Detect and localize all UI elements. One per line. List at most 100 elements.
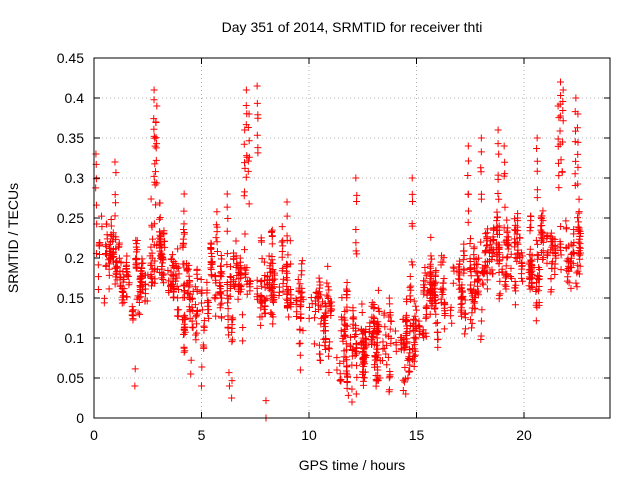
- data-point: [102, 241, 110, 249]
- data-point: [192, 331, 200, 339]
- data-point: [212, 291, 220, 299]
- data-point: [362, 343, 370, 351]
- data-point: [155, 234, 163, 242]
- data-point: [185, 303, 193, 311]
- data-point: [384, 354, 392, 362]
- data-point: [450, 264, 458, 272]
- data-point: [293, 297, 301, 305]
- data-point: [237, 274, 245, 282]
- data-point: [386, 325, 394, 333]
- data-point: [185, 283, 193, 291]
- data-point: [392, 341, 400, 349]
- data-point: [538, 222, 546, 230]
- data-point: [344, 373, 352, 381]
- data-point: [493, 223, 501, 231]
- data-point: [404, 356, 412, 364]
- data-point: [224, 215, 232, 223]
- data-point: [169, 272, 177, 280]
- data-point: [253, 99, 261, 107]
- data-point: [415, 322, 423, 330]
- data-point: [183, 264, 191, 272]
- data-point: [148, 273, 156, 281]
- data-point: [238, 311, 246, 319]
- plot-frame: [93, 57, 611, 419]
- data-point: [151, 142, 159, 150]
- data-point: [439, 284, 447, 292]
- data-point: [427, 294, 435, 302]
- data-point: [574, 138, 582, 146]
- data-point: [555, 172, 563, 180]
- data-point: [385, 386, 393, 394]
- data-point: [340, 328, 348, 336]
- data-point: [568, 264, 576, 272]
- data-point: [402, 332, 410, 340]
- data-point: [493, 217, 501, 225]
- data-point: [305, 314, 313, 322]
- data-point: [283, 269, 291, 277]
- data-point: [173, 274, 181, 282]
- data-point: [160, 227, 168, 235]
- data-point: [440, 325, 448, 333]
- data-point: [226, 272, 234, 280]
- data-point: [228, 324, 236, 332]
- data-point: [353, 250, 361, 258]
- data-point: [257, 321, 265, 329]
- data-point: [96, 251, 104, 259]
- data-point: [136, 310, 144, 318]
- data-point: [503, 216, 511, 224]
- data-point: [111, 212, 119, 220]
- data-point: [422, 313, 430, 321]
- data-point: [533, 186, 541, 194]
- data-point: [323, 291, 331, 299]
- data-point: [244, 157, 252, 165]
- x-axis-label: GPS time / hours: [299, 457, 406, 473]
- data-point: [150, 132, 158, 140]
- data-point: [408, 258, 416, 266]
- data-point: [532, 317, 540, 325]
- data-point: [316, 350, 324, 358]
- data-point: [283, 212, 291, 220]
- data-point: [512, 281, 520, 289]
- data-point: [426, 270, 434, 278]
- data-point: [401, 364, 409, 372]
- data-point: [403, 328, 411, 336]
- data-point: [297, 310, 305, 318]
- data-point: [94, 261, 102, 269]
- data-point: [535, 264, 543, 272]
- data-point: [432, 266, 440, 274]
- data-point: [434, 336, 442, 344]
- data-point: [514, 227, 522, 235]
- data-point: [536, 265, 544, 273]
- data-point: [324, 293, 332, 301]
- data-point: [504, 240, 512, 248]
- data-point: [458, 281, 466, 289]
- data-point: [181, 316, 189, 324]
- data-point: [503, 254, 511, 262]
- y-tick-label: 0.1: [65, 330, 85, 346]
- data-point: [336, 370, 344, 378]
- data-point: [186, 315, 194, 323]
- y-tick-label: 0.45: [57, 50, 84, 66]
- data-point: [283, 198, 291, 206]
- data-point: [461, 296, 469, 304]
- data-point: [278, 238, 286, 246]
- data-point: [311, 308, 319, 316]
- data-point: [460, 256, 468, 264]
- data-point: [325, 352, 333, 360]
- data-point: [409, 345, 417, 353]
- data-point: [169, 294, 177, 302]
- data-point: [557, 156, 565, 164]
- data-point: [157, 249, 165, 257]
- data-point: [205, 306, 213, 314]
- data-point: [148, 282, 156, 290]
- data-point: [338, 294, 346, 302]
- data-point: [539, 207, 547, 215]
- data-point: [533, 144, 541, 152]
- data-point: [372, 382, 380, 390]
- data-point: [240, 140, 248, 148]
- data-point: [242, 86, 250, 94]
- data-point: [554, 135, 562, 143]
- data-point: [374, 328, 382, 336]
- data-point: [359, 381, 367, 389]
